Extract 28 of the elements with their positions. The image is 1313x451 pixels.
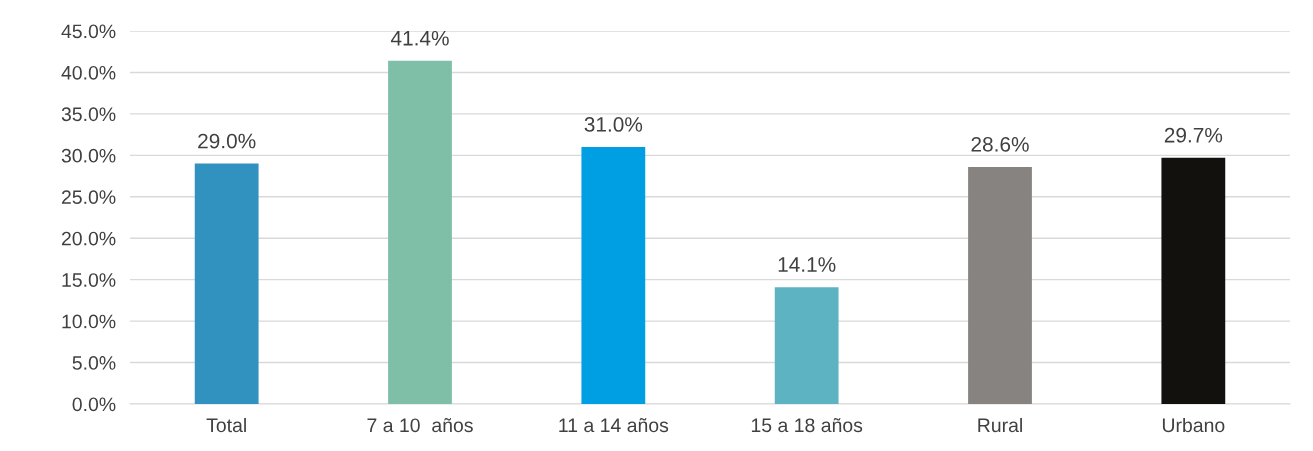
bar xyxy=(388,60,452,404)
x-tick-label: 7 a 10 años xyxy=(367,418,473,433)
data-label: 28.6% xyxy=(971,136,1029,152)
y-tick-label: 10.0% xyxy=(62,314,116,329)
bar xyxy=(968,166,1032,404)
data-label: 31.0% xyxy=(584,117,643,132)
bar xyxy=(581,147,646,404)
y-tick-label: 5.0% xyxy=(72,356,116,370)
data-label: 41.4% xyxy=(390,30,449,46)
x-tick-label: Urbano xyxy=(1162,417,1225,433)
bar xyxy=(774,287,839,404)
y-tick-label: 0.0% xyxy=(72,397,116,412)
data-label: 29.0% xyxy=(198,133,256,149)
data-label: 29.7% xyxy=(1164,127,1223,143)
y-tick-label: 35.0% xyxy=(61,107,116,122)
y-tick-label: 25.0% xyxy=(61,190,116,205)
bar xyxy=(1161,157,1226,404)
bar xyxy=(194,163,259,404)
y-tick-label: 30.0% xyxy=(61,148,116,163)
y-tick-label: 15.0% xyxy=(62,273,116,287)
y-tick-label: 20.0% xyxy=(61,231,116,246)
data-label: 14.1% xyxy=(778,257,836,272)
x-tick-label: 11 a 14 años xyxy=(559,418,669,433)
x-tick-label: Rural xyxy=(978,417,1022,433)
y-tick-label: 45.0% xyxy=(61,24,116,39)
x-tick-label: 15 a 18 años xyxy=(751,418,863,433)
x-tick-label: Total xyxy=(206,417,246,433)
y-tick-label: 40.0% xyxy=(61,65,116,80)
